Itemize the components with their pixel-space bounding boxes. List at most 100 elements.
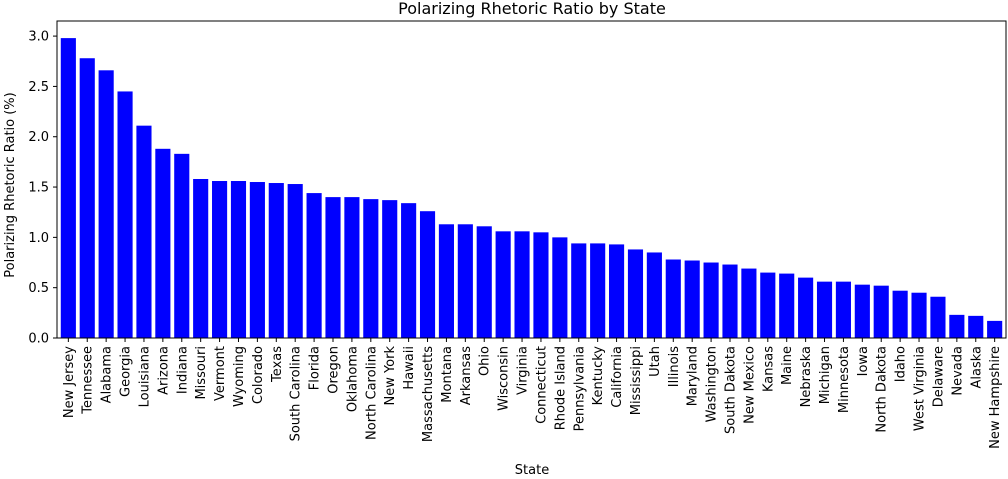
bar-colorado: [249, 182, 265, 338]
bar-kansas: [760, 272, 776, 338]
bar-indiana: [174, 153, 190, 338]
bar-missouri: [193, 178, 209, 338]
bar-louisiana: [136, 125, 152, 339]
x-tick-label: New York: [383, 346, 398, 406]
y-tick-label: 2.5: [28, 80, 49, 95]
bar-oklahoma: [344, 197, 360, 338]
y-axis-label: Polarizing Rhetoric Ratio (%): [3, 92, 18, 278]
x-tick-label: Indiana: [175, 346, 190, 394]
x-tick-label: Utah: [648, 346, 663, 377]
x-tick-label: Florida: [308, 346, 323, 390]
bar-alabama: [98, 70, 114, 339]
y-tick-label: 2.0: [28, 130, 49, 145]
x-tick-label: Wyoming: [232, 346, 247, 407]
y-tick-label: 0.5: [28, 281, 49, 296]
bar-utah: [646, 252, 662, 338]
bar-oregon: [325, 197, 341, 338]
x-tick-label: Colorado: [251, 346, 266, 404]
x-tick-label: Oklahoma: [345, 346, 360, 412]
x-tick-label: New Jersey: [62, 346, 77, 418]
bar-texas: [268, 183, 284, 338]
x-tick-label: Pennsylvania: [572, 346, 587, 431]
x-tick-label: Delaware: [931, 346, 946, 407]
bar-delaware: [930, 296, 946, 338]
y-tick-label: 0.0: [28, 332, 49, 347]
bar-alaska: [968, 315, 984, 338]
x-tick-label: Michigan: [818, 346, 833, 404]
bar-nevada: [949, 314, 965, 338]
x-tick-label: Washington: [705, 346, 720, 422]
x-tick-label: New Hampshire: [988, 346, 1003, 449]
bar-south-dakota: [722, 264, 738, 338]
bar-massachusetts: [419, 211, 436, 338]
bar-new-mexico: [741, 268, 757, 338]
bar-wisconsin: [495, 231, 511, 338]
bar-north-dakota: [873, 285, 889, 338]
x-tick-label: Maryland: [686, 346, 701, 406]
bar-south-carolina: [287, 184, 303, 338]
bar-ohio: [476, 226, 492, 338]
x-axis-label: State: [515, 463, 549, 478]
y-tick-label: 1.5: [28, 181, 49, 196]
x-tick-label: West Virginia: [913, 346, 928, 431]
bar-new-hampshire: [987, 320, 1003, 338]
x-tick-label: Tennessee: [81, 346, 96, 415]
y-axis: 0.0 0.5 1.0 1.5 2.0 2.5 3.0: [28, 30, 57, 347]
bar-illinois: [665, 259, 681, 338]
x-tick-label: South Dakota: [723, 346, 738, 434]
x-tick-label: Wisconsin: [497, 346, 512, 411]
x-tick-label: South Carolina: [289, 346, 304, 441]
bars-group: [60, 38, 1003, 339]
x-tick-label: Georgia: [119, 346, 134, 397]
bar-washington: [703, 262, 719, 338]
x-tick-label: Ohio: [478, 346, 493, 376]
x-tick-label: Texas: [270, 346, 285, 383]
chart-title: Polarizing Rhetoric Ratio by State: [398, 0, 666, 18]
x-tick-label: Louisiana: [137, 346, 152, 407]
bar-california: [609, 244, 625, 338]
bar-tennessee: [79, 58, 95, 338]
x-tick-label: California: [610, 346, 625, 408]
x-tick-label: Minnesota: [837, 346, 852, 413]
x-axis: New Jersey Tennessee Alabama Georgia Louisia…: [62, 338, 1003, 449]
x-tick-label: Maine: [780, 346, 795, 385]
bar-arkansas: [457, 224, 473, 338]
bar-maryland: [684, 260, 700, 338]
bar-montana: [438, 224, 454, 338]
x-tick-label: Massachusetts: [421, 346, 436, 442]
y-tick-label: 1.0: [28, 231, 49, 246]
x-tick-label: Alaska: [969, 346, 984, 389]
x-tick-label: Missouri: [194, 346, 209, 400]
bar-georgia: [117, 91, 133, 338]
x-tick-label: Arkansas: [459, 346, 474, 405]
x-tick-label: Rhode Island: [553, 346, 568, 430]
bar-pennsylvania: [571, 243, 587, 338]
bar-new-york: [382, 200, 398, 338]
x-tick-label: Idaho: [894, 346, 909, 382]
x-tick-label: Kansas: [761, 346, 776, 392]
x-tick-label: Montana: [440, 346, 455, 403]
x-tick-label: North Carolina: [364, 346, 379, 440]
x-tick-label: Hawaii: [402, 346, 417, 390]
bar-michigan: [816, 281, 833, 338]
bar-florida: [306, 193, 322, 338]
bar-vermont: [212, 181, 228, 338]
bar-maine: [779, 273, 795, 338]
x-tick-label: Iowa: [856, 346, 871, 376]
bar-idaho: [892, 290, 908, 338]
x-tick-label: Arizona: [156, 346, 171, 395]
x-tick-label: Vermont: [213, 346, 228, 401]
bar-iowa: [854, 284, 870, 338]
bar-mississippi: [627, 249, 644, 338]
x-tick-label: Virginia: [516, 346, 531, 395]
x-tick-label: Illinois: [667, 346, 682, 387]
x-tick-label: Nebraska: [799, 346, 814, 407]
bar-nebraska: [798, 277, 814, 338]
bar-new-jersey: [60, 38, 76, 338]
y-tick-label: 3.0: [28, 30, 49, 45]
bar-rhode-island: [552, 237, 568, 338]
x-tick-label: Nevada: [950, 346, 965, 396]
x-tick-label: Alabama: [100, 346, 115, 403]
bar-kentucky: [590, 243, 606, 338]
